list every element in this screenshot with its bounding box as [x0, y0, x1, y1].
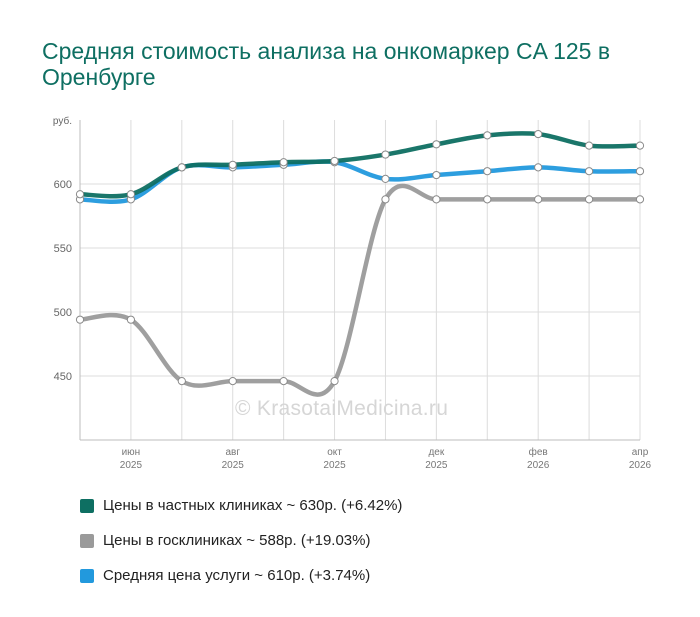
legend-item-public[interactable]: Цены в госклиниках ~ 588р. (+19.03%) — [80, 523, 402, 558]
x-tick-year: 2026 — [527, 460, 550, 471]
x-tick-month: фев — [529, 446, 548, 458]
data-point-private — [228, 160, 237, 169]
data-point-private — [126, 190, 136, 199]
legend-item-private[interactable]: Цены в частных клиниках ~ 630р. (+6.42%) — [80, 488, 402, 523]
data-point-average — [483, 167, 492, 176]
legend-swatch-public — [80, 533, 94, 548]
data-point-private — [432, 140, 441, 149]
data-point-public — [381, 195, 390, 204]
y-tick-label: 550 — [54, 243, 72, 255]
data-point-public — [228, 377, 237, 386]
y-axis-unit-label: руб. — [53, 115, 72, 127]
chart-title: Средняя стоимость анализа на онкомаркер … — [42, 38, 611, 90]
data-point-average — [534, 163, 543, 172]
x-tick-month: дек — [428, 447, 444, 458]
x-tick-month: апр — [632, 447, 649, 458]
data-point-public — [432, 195, 441, 204]
series-points — [75, 129, 645, 386]
data-point-public — [177, 377, 186, 386]
x-tick-year: 2025 — [120, 460, 143, 471]
data-point-average — [635, 167, 645, 176]
x-tick-year: 2025 — [425, 460, 448, 471]
data-point-public — [483, 195, 492, 204]
axes: 450 500 550 600 руб. июн 2025 авг 2025 окт 2025 дек… — [53, 115, 652, 471]
legend-swatch-average — [80, 568, 94, 583]
data-point-public — [534, 195, 543, 204]
series-line-average — [77, 159, 643, 204]
data-point-private — [75, 190, 85, 199]
series-lines — [77, 131, 643, 397]
x-tick-year: 2026 — [629, 460, 652, 471]
data-point-public — [126, 315, 136, 324]
legend: Цены в частных клиниках ~ 630р. (+6.42%)… — [80, 488, 402, 593]
series-line-public — [77, 183, 643, 397]
data-point-private — [483, 131, 492, 140]
data-point-private — [177, 163, 186, 172]
legend-label-private: Цены в частных клиниках ~ 630р. (+6.42%) — [103, 497, 403, 514]
x-tick-month: окт — [327, 447, 342, 458]
data-point-public — [330, 377, 339, 386]
data-point-average — [584, 167, 594, 176]
watermark: © KrasotaiMedicina.ru — [235, 397, 449, 420]
data-point-public — [584, 195, 594, 204]
x-tick-month: авг — [225, 447, 240, 458]
data-point-private — [584, 141, 594, 150]
data-point-private — [635, 141, 645, 150]
data-point-public — [279, 377, 288, 386]
data-point-private — [279, 158, 288, 167]
y-tick-label: 600 — [54, 179, 72, 191]
x-tick-year: 2025 — [222, 460, 245, 471]
legend-swatch-private — [80, 498, 94, 513]
data-point-average — [432, 170, 441, 180]
data-point-private — [534, 129, 543, 139]
legend-item-average[interactable]: Средняя цена услуги ~ 610р. (+3.74%) — [80, 558, 402, 593]
legend-label-public: Цены в госклиниках ~ 588р. (+19.03%) — [103, 532, 371, 549]
y-tick-label: 500 — [54, 307, 72, 319]
legend-label-average: Средняя цена услуги ~ 610р. (+3.74%) — [103, 567, 371, 584]
x-tick-month: июн — [122, 447, 141, 458]
data-point-public — [635, 195, 645, 204]
data-point-average — [381, 174, 390, 183]
x-tick-year: 2025 — [323, 460, 346, 471]
data-point-private — [381, 150, 390, 159]
data-point-private — [330, 156, 339, 166]
series-line-private — [77, 131, 643, 199]
y-tick-label: 450 — [54, 371, 72, 383]
data-point-public — [75, 315, 85, 324]
